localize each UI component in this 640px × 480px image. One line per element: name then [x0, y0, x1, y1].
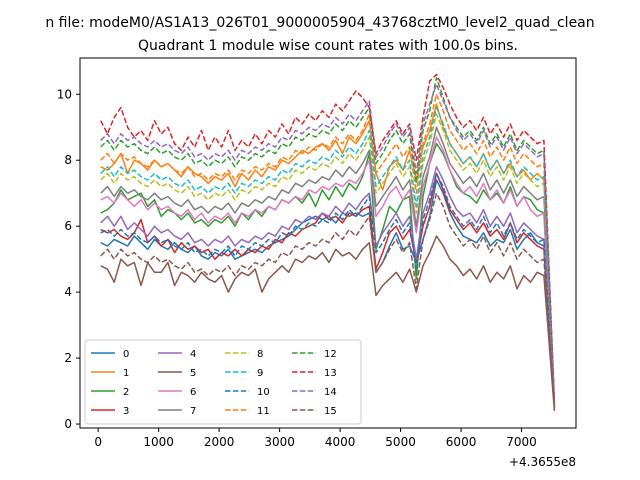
series-line-7: [100, 126, 556, 405]
series-line-8: [100, 113, 556, 405]
figure-suptitle: n file: modeM0/AS1A13_026T01_9000005904_…: [45, 15, 594, 31]
x-tick-label: 7000: [506, 435, 537, 449]
legend-label: 12: [324, 349, 337, 360]
x-tick-label: 2000: [204, 435, 235, 449]
y-tick-label: 2: [64, 351, 72, 365]
series-line-15: [100, 192, 556, 408]
chart-title: Quadrant 1 module wise count rates with …: [138, 38, 518, 54]
series-line-10: [100, 172, 556, 408]
legend-label: 5: [190, 368, 196, 379]
x-tick-label: 3000: [264, 435, 295, 449]
x-tick-label: 6000: [446, 435, 477, 449]
x-axis: 0 1000 2000 3000 4000 5000 6000 7000: [94, 428, 537, 449]
y-axis: 0 2 4 6 8 10: [57, 87, 80, 431]
legend-label: 0: [123, 349, 129, 360]
legend-label: 14: [324, 387, 337, 398]
x-tick-label: 5000: [385, 435, 416, 449]
x-tick-label: 4000: [325, 435, 356, 449]
series-line-6: [100, 136, 556, 408]
legend-label: 15: [324, 406, 337, 417]
legend-label: 3: [123, 406, 129, 417]
series-line-9: [100, 106, 556, 405]
legend-label: 1: [123, 368, 129, 379]
series-line-11: [100, 93, 556, 405]
legend-frame: [84, 339, 362, 425]
y-tick-label: 8: [64, 153, 72, 167]
y-tick-label: 6: [64, 219, 72, 233]
series-line-5: [100, 235, 556, 411]
series-line-0: [100, 179, 556, 408]
legend-label: 7: [190, 406, 196, 417]
series-line-14: [100, 83, 556, 405]
x-tick-label: 0: [94, 435, 102, 449]
series-line-3: [100, 172, 556, 408]
series-line-12: [100, 77, 556, 405]
legend-label: 2: [123, 387, 129, 398]
legend-label: 6: [190, 387, 196, 398]
series-line-13: [100, 73, 556, 402]
legend-label: 13: [324, 368, 337, 379]
x-tick-label: 1000: [143, 435, 174, 449]
legend-label: 9: [257, 368, 263, 379]
legend-label: 11: [257, 406, 270, 417]
y-tick-label: 0: [64, 417, 72, 431]
y-tick-label: 10: [57, 87, 72, 101]
x-axis-offset-label: +4.3655e8: [509, 455, 576, 469]
series-line-4: [100, 166, 556, 408]
legend-label: 10: [257, 387, 270, 398]
legend-label: 8: [257, 349, 263, 360]
plot-frame: [79, 57, 577, 429]
legend-label: 4: [190, 349, 196, 360]
y-tick-label: 4: [64, 285, 72, 299]
series-layer: [100, 73, 556, 411]
